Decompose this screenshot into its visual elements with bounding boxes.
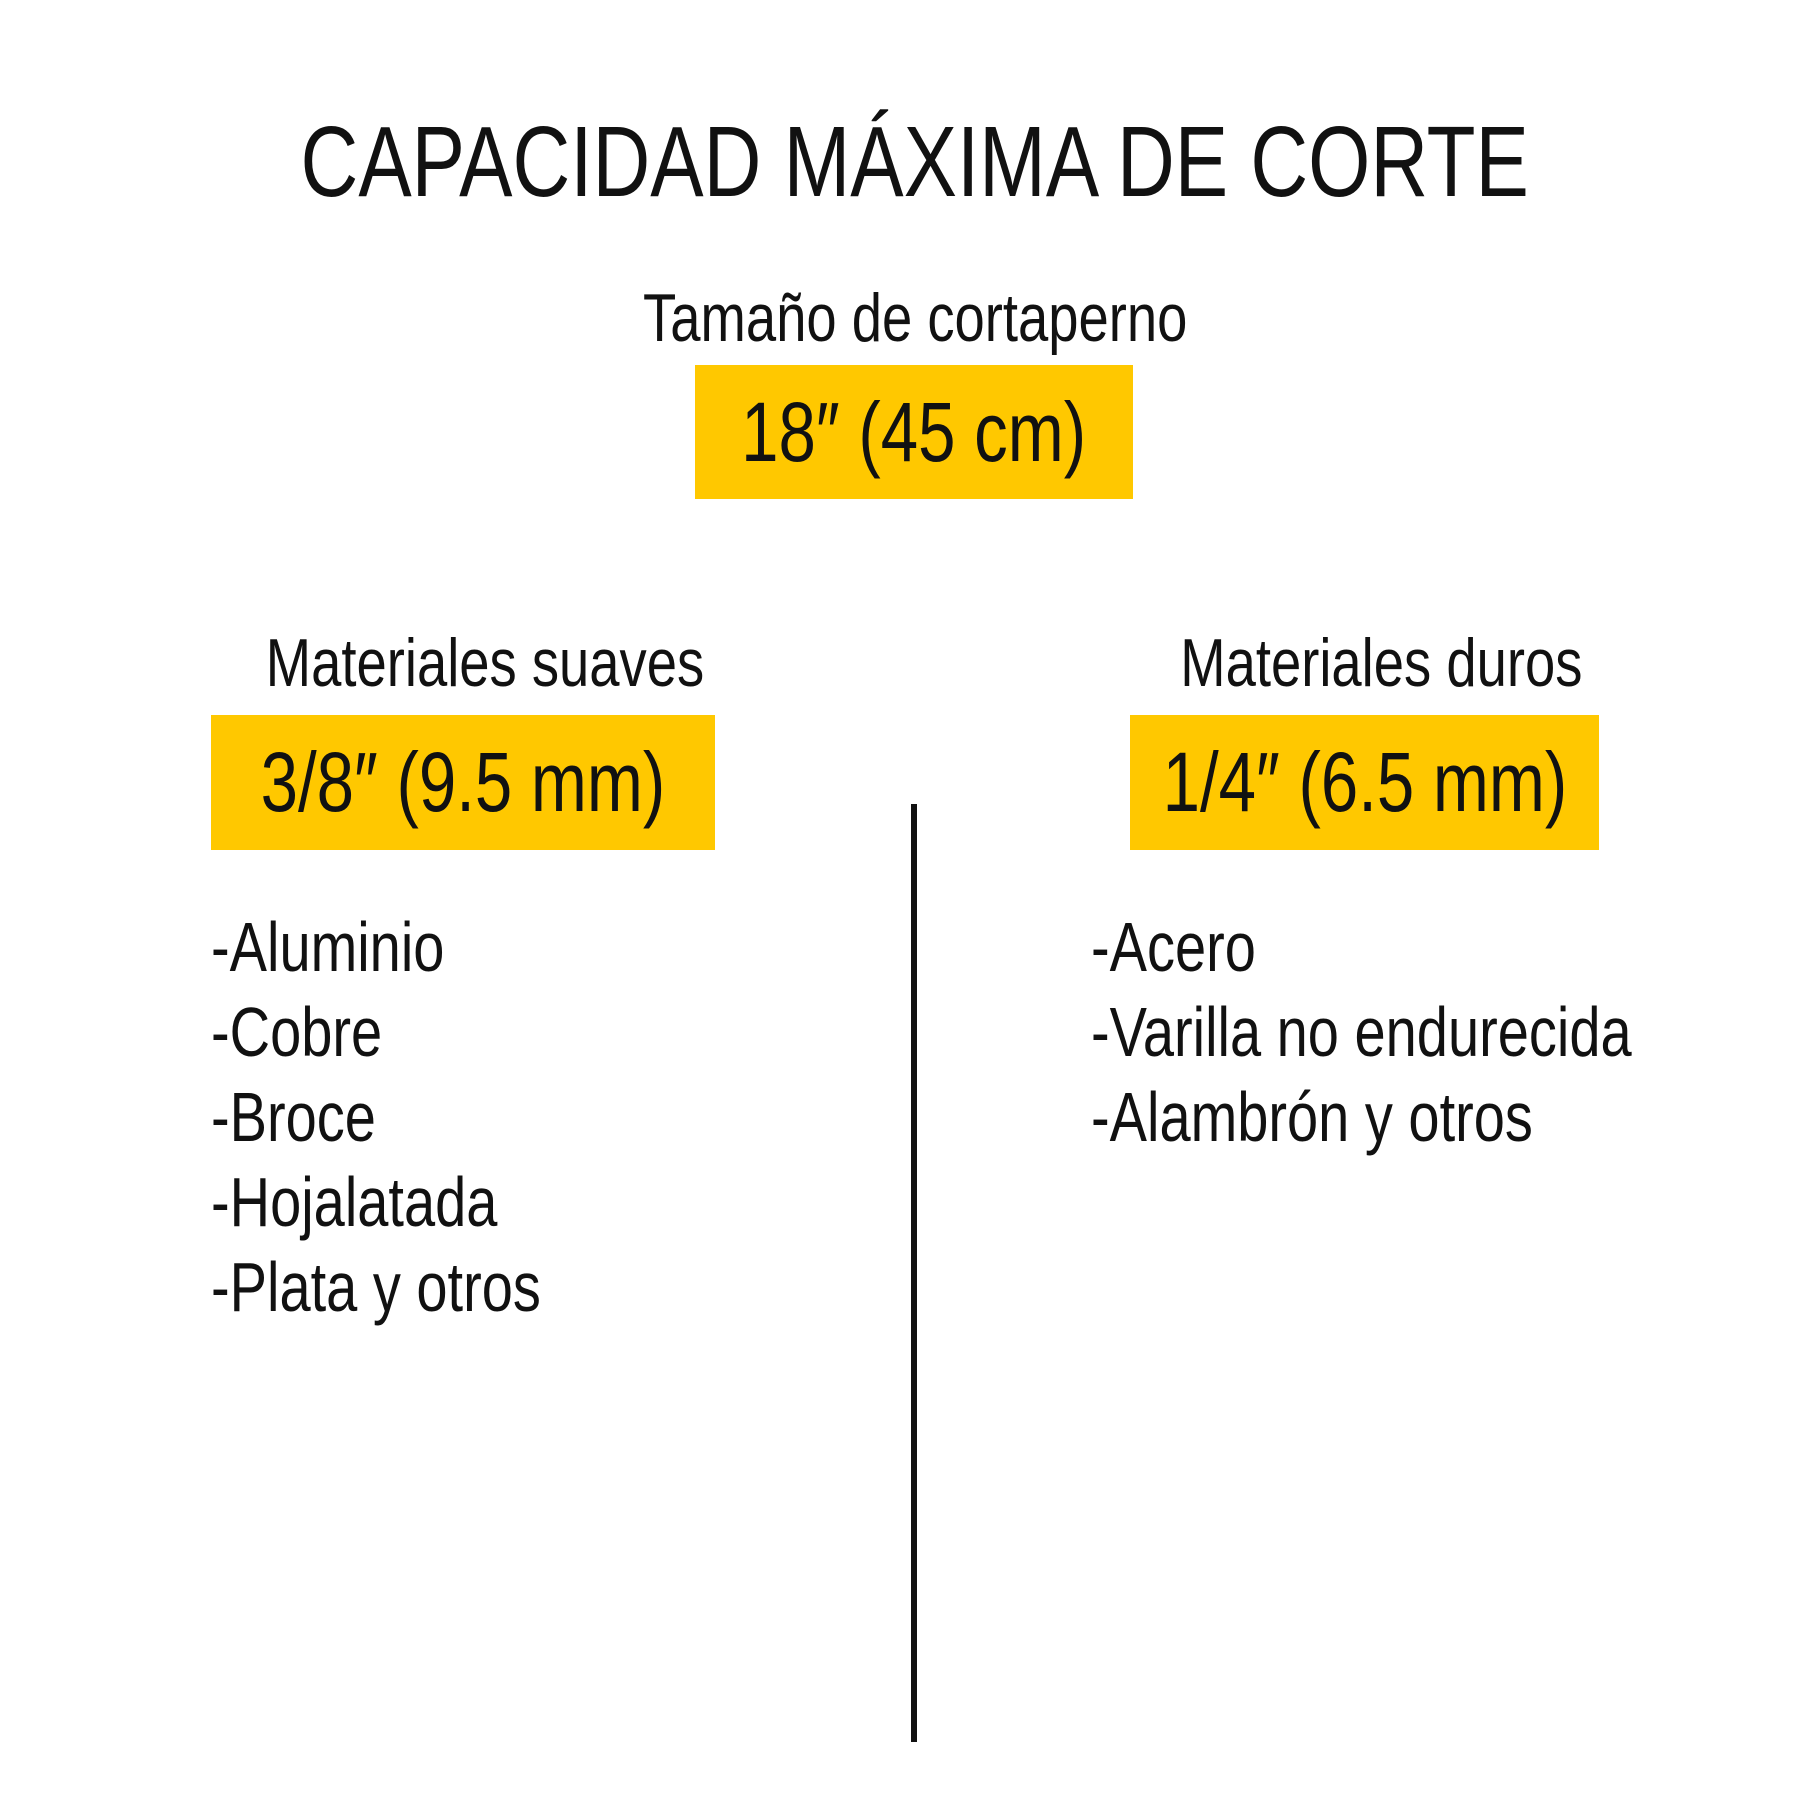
- soft-materials-value-badge: 3/8″ (9.5 mm): [211, 715, 715, 850]
- hard-value-text: 1/4″ (6.5 mm): [1162, 735, 1567, 829]
- page-title-text: CAPACIDAD MÁXIMA DE CORTE: [300, 106, 1530, 218]
- soft-materials-list: -Aluminio -Cobre -Broce -Hojalatada -Pla…: [211, 905, 623, 1330]
- hard-materials-heading: Materiales duros: [1130, 627, 1599, 699]
- list-item: -Broce: [211, 1075, 623, 1160]
- list-item-text: -Aluminio: [211, 908, 445, 986]
- hard-heading-text: Materiales duros: [1180, 625, 1583, 701]
- list-item: -Aluminio: [211, 905, 623, 990]
- list-item-text: -Plata y otros: [211, 1248, 541, 1326]
- page-title: CAPACIDAD MÁXIMA DE CORTE: [0, 112, 1800, 212]
- list-item-text: -Cobre: [211, 993, 383, 1071]
- size-value-text: 18″ (45 cm): [741, 384, 1087, 479]
- column-divider: [911, 804, 917, 1742]
- list-item-text: -Hojalatada: [211, 1163, 498, 1241]
- soft-heading-text: Materiales suaves: [265, 625, 705, 701]
- list-item: -Acero: [1091, 905, 1767, 990]
- size-value-badge: 18″ (45 cm): [695, 365, 1133, 499]
- list-item: -Hojalatada: [211, 1160, 623, 1245]
- size-label-text: Tamaño de cortaperno: [642, 280, 1188, 356]
- size-label: Tamaño de cortaperno: [0, 282, 1800, 354]
- soft-value-text: 3/8″ (9.5 mm): [260, 735, 666, 829]
- hard-materials-value-badge: 1/4″ (6.5 mm): [1130, 715, 1599, 850]
- list-item-text: -Alambrón y otros: [1091, 1078, 1533, 1156]
- list-item-text: -Acero: [1091, 908, 1256, 986]
- soft-materials-heading: Materiales suaves: [211, 627, 715, 699]
- list-item-text: -Varilla no endurecida: [1091, 993, 1632, 1071]
- list-item: -Plata y otros: [211, 1245, 623, 1330]
- list-item: -Alambrón y otros: [1091, 1075, 1767, 1160]
- list-item: -Cobre: [211, 990, 623, 1075]
- hard-materials-list: -Acero -Varilla no endurecida -Alambrón …: [1091, 905, 1767, 1160]
- list-item-text: -Broce: [211, 1078, 376, 1156]
- list-item: -Varilla no endurecida: [1091, 990, 1767, 1075]
